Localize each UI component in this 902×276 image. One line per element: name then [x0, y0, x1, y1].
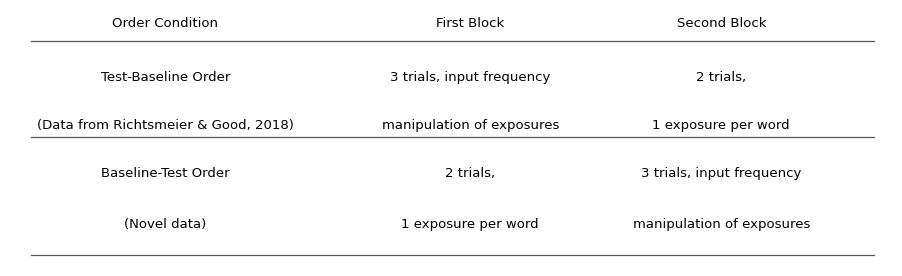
- Text: 2 trials,: 2 trials,: [696, 71, 746, 84]
- Text: First Block: First Block: [436, 17, 504, 30]
- Text: 2 trials,: 2 trials,: [446, 167, 495, 180]
- Text: manipulation of exposures: manipulation of exposures: [382, 119, 559, 132]
- Text: 1 exposure per word: 1 exposure per word: [652, 119, 790, 132]
- Text: 3 trials, input frequency: 3 trials, input frequency: [390, 71, 550, 84]
- Text: manipulation of exposures: manipulation of exposures: [632, 217, 810, 230]
- Text: (Data from Richtsmeier & Good, 2018): (Data from Richtsmeier & Good, 2018): [37, 119, 294, 132]
- Text: Order Condition: Order Condition: [113, 17, 218, 30]
- Text: Second Block: Second Block: [676, 17, 766, 30]
- Text: 1 exposure per word: 1 exposure per word: [401, 217, 539, 230]
- Text: 3 trials, input frequency: 3 trials, input frequency: [641, 167, 802, 180]
- Text: Baseline-Test Order: Baseline-Test Order: [101, 167, 230, 180]
- Text: (Novel data): (Novel data): [124, 217, 207, 230]
- Text: Test-Baseline Order: Test-Baseline Order: [101, 71, 230, 84]
